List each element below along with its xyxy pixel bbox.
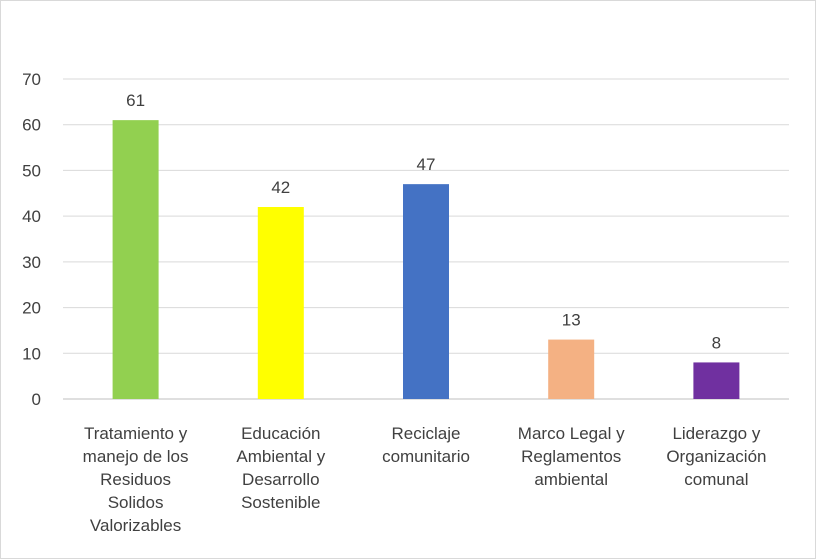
y-axis-ticks: 0 10 20 30 40 50 60 70 [22,70,41,409]
data-label-3: 47 [417,155,436,174]
bar-5 [693,362,740,399]
y-tick-label-0: 0 [32,390,41,409]
category-label-1-line-1: Tratamiento y [84,424,188,443]
category-label-5-line-3: comunal [684,470,748,489]
bars [112,120,740,400]
category-label-1-line-3: Residuos [100,470,171,489]
category-label-1-line-5: Valorizables [90,516,181,535]
y-tick-label-40: 40 [22,207,41,226]
y-tick-label-60: 60 [22,116,41,135]
category-label-5: Liderazgo y Organización comunal [666,424,766,489]
bar-1 [112,120,159,400]
category-label-5-line-2: Organización [666,447,766,466]
data-labels: 61 42 47 13 8 [126,91,721,352]
category-label-1: Tratamiento y manejo de los Residuos Solido… [83,424,189,535]
category-label-4: Marco Legal y Reglamentos ambiental [518,424,625,489]
data-label-5: 8 [712,333,721,352]
category-label-2-line-1: Educación [241,424,320,443]
category-label-4-line-2: Reglamentos [521,447,621,466]
category-label-4-line-1: Marco Legal y [518,424,625,443]
y-tick-label-20: 20 [22,299,41,318]
category-label-4-line-3: ambiental [534,470,608,489]
y-tick-label-50: 50 [22,161,41,180]
y-tick-label-30: 30 [22,253,41,272]
category-label-5-line-1: Liderazgo y [672,424,760,443]
y-tick-label-10: 10 [22,344,41,363]
bar-4 [548,339,595,399]
category-label-1-line-4: Solidos [108,493,164,512]
category-label-2-line-4: Sostenible [241,493,320,512]
category-label-3: Reciclaje comunitario [382,424,470,466]
bar-3 [403,184,449,399]
data-label-2: 42 [271,178,290,197]
bar-2 [257,207,304,399]
category-label-3-line-1: Reciclaje [392,424,461,443]
data-label-4: 13 [562,311,581,330]
data-label-1: 61 [126,91,145,110]
category-label-2-line-2: Ambiental y [236,447,325,466]
y-tick-label-70: 70 [22,70,41,89]
category-label-1-line-2: manejo de los [83,447,189,466]
category-label-3-line-2: comunitario [382,447,470,466]
category-label-2-line-3: Desarrollo [242,470,319,489]
category-labels: Tratamiento y manejo de los Residuos Solido… [83,424,767,535]
category-label-2: Educación Ambiental y Desarrollo Sostenible [236,424,325,512]
